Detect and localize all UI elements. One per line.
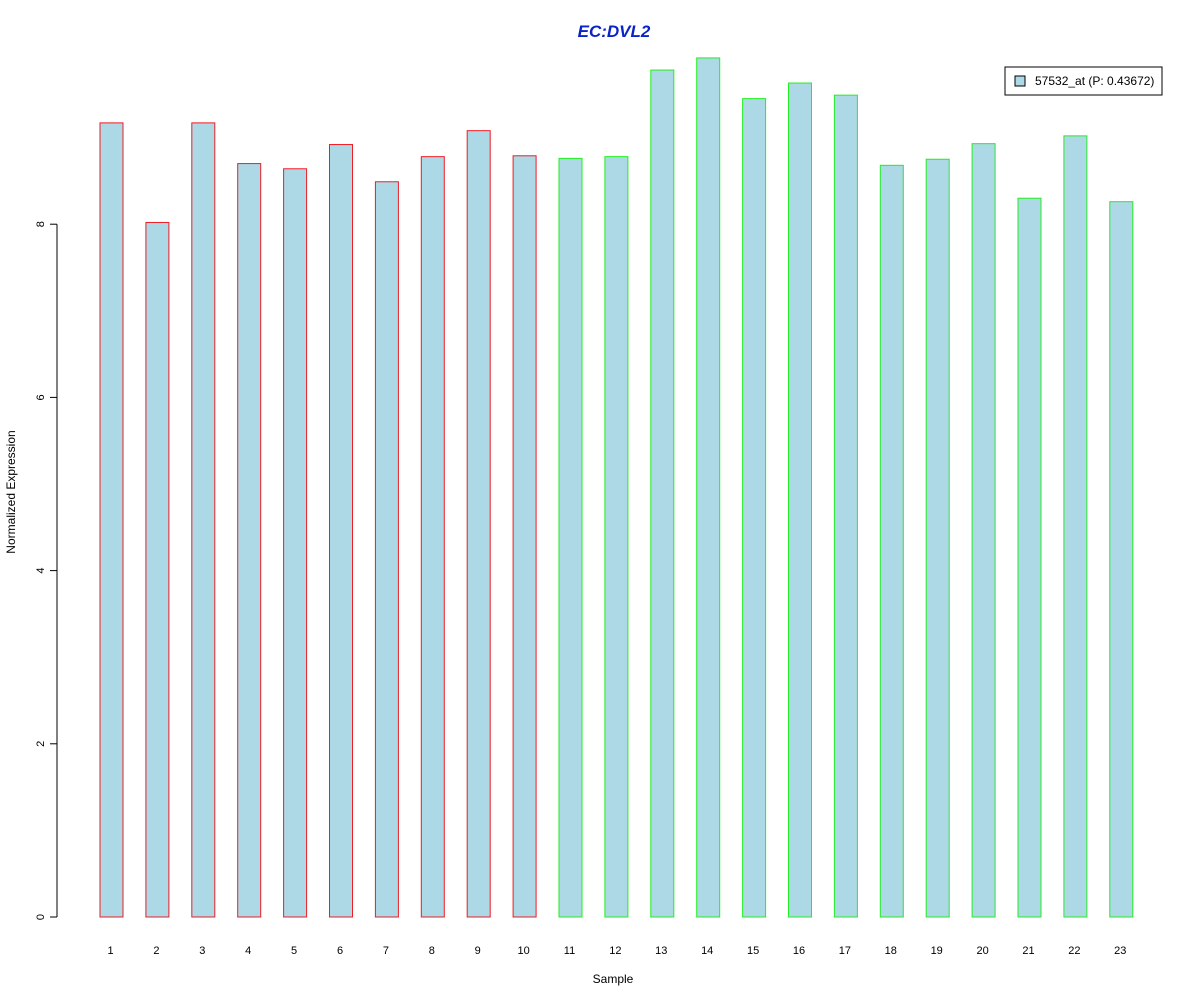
bar bbox=[1063, 135, 1088, 918]
y-tick-label: 0 bbox=[35, 914, 47, 920]
bar bbox=[99, 122, 124, 918]
y-tick-label: 8 bbox=[35, 221, 47, 227]
x-tick-label: 19 bbox=[931, 945, 943, 957]
bar bbox=[512, 155, 537, 918]
x-tick-label: 8 bbox=[429, 945, 435, 957]
x-tick-labels: 1 2 3 4 5 6 7 8 9 10 11 12 13 14 15 16 17 18 19 20 21 22 23 bbox=[107, 945, 1126, 957]
y-tick-label: 6 bbox=[35, 394, 47, 400]
x-tick-label: 7 bbox=[383, 945, 389, 957]
x-tick-label: 12 bbox=[609, 945, 621, 957]
bar bbox=[696, 57, 721, 918]
y-tick-label: 2 bbox=[35, 741, 47, 747]
bar bbox=[420, 156, 445, 918]
bar bbox=[879, 164, 904, 918]
x-tick-label: 15 bbox=[747, 945, 759, 957]
bar bbox=[237, 163, 262, 918]
x-tick-label: 9 bbox=[475, 945, 481, 957]
bar bbox=[788, 82, 812, 918]
y-axis: 0 2 4 6 8 bbox=[35, 221, 58, 920]
bar bbox=[191, 122, 216, 918]
bar bbox=[329, 144, 353, 918]
bar bbox=[558, 157, 583, 918]
y-tick-label: 4 bbox=[35, 568, 47, 574]
x-axis-label: Sample bbox=[593, 972, 634, 986]
x-tick-label: 10 bbox=[517, 945, 529, 957]
bar bbox=[466, 130, 491, 918]
bar bbox=[283, 168, 308, 918]
x-tick-label: 5 bbox=[291, 945, 297, 957]
x-tick-label: 17 bbox=[839, 945, 851, 957]
bar bbox=[145, 221, 170, 918]
chart-title: EC:DVL2 bbox=[578, 22, 651, 41]
x-tick-label: 13 bbox=[655, 945, 667, 957]
bar bbox=[650, 69, 675, 918]
x-tick-label: 3 bbox=[199, 945, 205, 957]
bar bbox=[925, 158, 950, 918]
x-tick-label: 22 bbox=[1068, 945, 1080, 957]
legend-swatch bbox=[1014, 75, 1026, 87]
x-tick-label: 21 bbox=[1022, 945, 1034, 957]
legend-box bbox=[1004, 66, 1163, 96]
x-tick-label: 20 bbox=[976, 945, 988, 957]
x-tick-label: 14 bbox=[701, 945, 713, 957]
legend: 57532_at (P: 0.43672) bbox=[1004, 66, 1163, 96]
x-tick-label: 16 bbox=[793, 945, 805, 957]
bar bbox=[604, 156, 629, 918]
bar bbox=[742, 98, 767, 918]
y-axis-label: Normalized Expression bbox=[4, 430, 18, 553]
bar bbox=[1109, 201, 1134, 918]
x-tick-label: 2 bbox=[153, 945, 159, 957]
legend-label: 57532_at (P: 0.43672) bbox=[1035, 74, 1154, 88]
x-tick-label: 1 bbox=[107, 945, 113, 957]
x-tick-label: 18 bbox=[885, 945, 897, 957]
x-tick-label: 23 bbox=[1114, 945, 1126, 957]
x-tick-label: 6 bbox=[337, 945, 343, 957]
bars bbox=[99, 57, 1134, 918]
x-tick-label: 11 bbox=[564, 945, 575, 957]
bar bbox=[374, 181, 399, 918]
bar bbox=[1017, 197, 1042, 918]
x-tick-label: 4 bbox=[245, 945, 251, 957]
bar bbox=[971, 143, 996, 918]
bar bbox=[833, 94, 858, 918]
